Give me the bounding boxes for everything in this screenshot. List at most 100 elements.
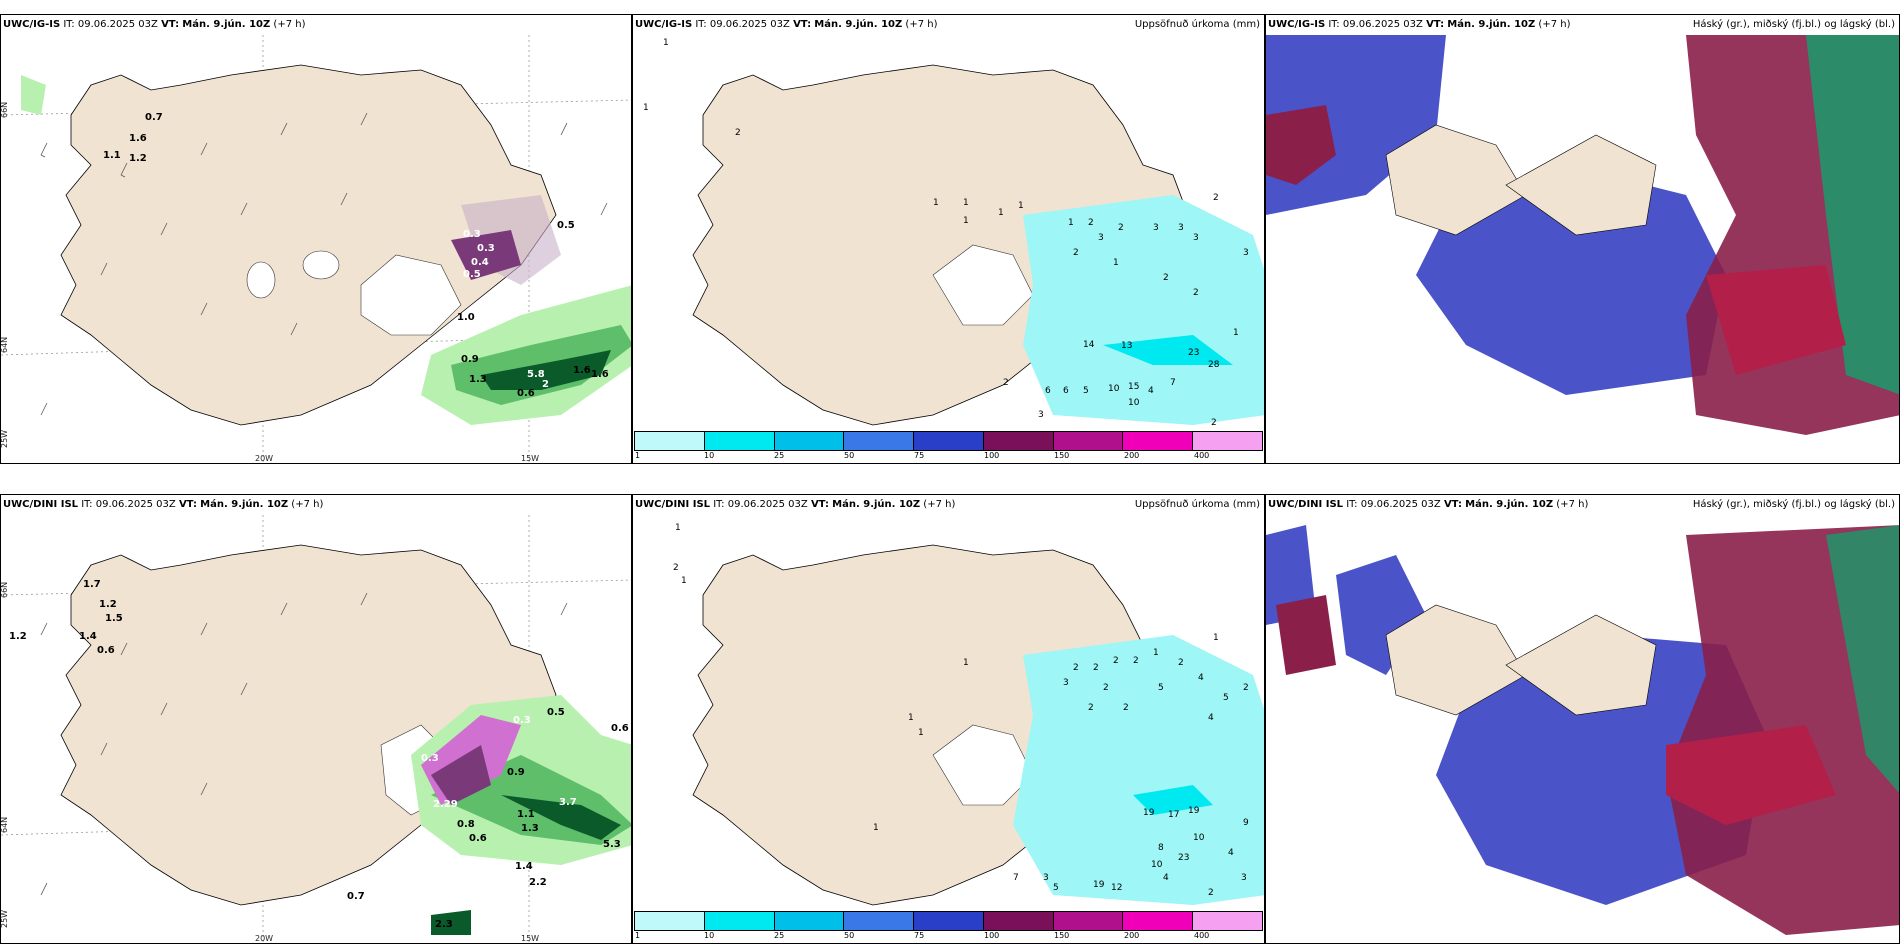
svg-text:25W: 25W	[1, 430, 9, 448]
svg-text:2: 2	[1103, 683, 1109, 693]
legend-swatch	[1123, 432, 1194, 450]
svg-text:19: 19	[1188, 806, 1200, 816]
wind-value: 0.3	[421, 753, 439, 764]
svg-text:1: 1	[1113, 258, 1119, 268]
cloud-map	[1266, 515, 1899, 943]
legend-tick: 50	[844, 451, 855, 460]
wind-value: 1.2	[129, 153, 147, 164]
svg-text:2: 2	[673, 563, 679, 573]
legend-swatch	[1053, 432, 1124, 450]
svg-text:10: 10	[1108, 384, 1120, 394]
svg-text:1: 1	[681, 576, 687, 586]
wind-value: 5.8	[527, 369, 545, 380]
wind-value: 1.3	[469, 374, 487, 385]
axis-labels: 20W 15W 66N 64N 25W	[1, 582, 539, 943]
panel-header: UWC/DINI ISL IT: 09.06.2025 03Z VT: Mán.…	[635, 499, 956, 510]
legend-tick: 200	[1124, 931, 1140, 940]
svg-text:2: 2	[1163, 273, 1169, 283]
panel-title: Háský (gr.), miðský (fj.bl.) og lágský (…	[1692, 19, 1895, 30]
legend-tick: 10	[704, 451, 715, 460]
wind-value: 0.5	[463, 269, 481, 280]
svg-text:23: 23	[1178, 853, 1189, 863]
accum-map: 1 2 1 1 1 1 1 2 2 2 2 2 1 3 2 5 4 5 2 2 …	[673, 523, 1264, 906]
legend-tick: 400	[1194, 931, 1210, 940]
svg-text:1: 1	[963, 658, 969, 668]
svg-text:2: 2	[1093, 663, 1099, 673]
svg-text:2: 2	[1073, 248, 1079, 258]
cloud-panel-row2: UWC/DINI ISL IT: 09.06.2025 03Z VT: Mán.…	[1265, 494, 1900, 944]
svg-text:4: 4	[1148, 386, 1154, 396]
wind-value: 1.6	[129, 133, 147, 144]
svg-text:2: 2	[1118, 223, 1124, 233]
svg-text:1: 1	[643, 103, 649, 113]
svg-text:15: 15	[1128, 382, 1139, 392]
legend-tick: 25	[774, 451, 785, 460]
legend-swatch	[774, 912, 845, 930]
svg-text:3: 3	[1178, 223, 1184, 233]
wind-value: 0.4	[471, 257, 489, 268]
wind-value-labels: 0.7 1.6 1.1 1.2 0.3 0.3 0.4 0.5 0.5 1.0 …	[103, 112, 609, 399]
svg-text:1: 1	[1233, 328, 1239, 338]
svg-text:64N: 64N	[1, 337, 9, 353]
legend-swatch	[1193, 432, 1263, 450]
wind-value: 2.29	[433, 799, 458, 810]
svg-text:12: 12	[1111, 883, 1122, 893]
legend-tick: 400	[1194, 451, 1210, 460]
wind-value: 1.2	[9, 631, 27, 642]
accum-precip-panel-row2: UWC/DINI ISL IT: 09.06.2025 03Z VT: Mán.…	[632, 494, 1265, 944]
svg-text:1: 1	[1153, 648, 1159, 658]
wind-value: 0.6	[517, 388, 535, 399]
legend-tick: 25	[774, 931, 785, 940]
wind-value: 1.6	[573, 365, 591, 376]
wind-value: 3.7	[559, 797, 577, 808]
svg-text:2: 2	[1208, 888, 1214, 898]
svg-text:19: 19	[1093, 880, 1105, 890]
svg-text:3: 3	[1063, 678, 1069, 688]
svg-text:10: 10	[1193, 833, 1205, 843]
svg-text:2: 2	[1133, 656, 1139, 666]
panel-title: Uppsöfnuð úrkoma (mm)	[1134, 19, 1260, 30]
svg-text:4: 4	[1228, 848, 1234, 858]
wind-map: 0.7 1.6 1.1 1.2 0.3 0.3 0.4 0.5 0.5 1.0 …	[1, 35, 631, 463]
wind-value: 0.8	[457, 819, 475, 830]
svg-text:4: 4	[1198, 673, 1204, 683]
svg-text:9: 9	[1243, 818, 1249, 828]
svg-text:2: 2	[1123, 703, 1129, 713]
wind-value: 1.3	[521, 823, 539, 834]
svg-text:17: 17	[1168, 810, 1179, 820]
precip-shading	[21, 75, 631, 425]
svg-text:3: 3	[1098, 233, 1104, 243]
legend-swatch	[844, 432, 915, 450]
svg-text:64N: 64N	[1, 817, 9, 833]
svg-text:7: 7	[1170, 378, 1176, 388]
wind-map: 1.7 1.2 1.5 1.4 0.6 1.2 0.3 0.3 0.5 0.6 …	[1, 515, 631, 943]
svg-text:20W: 20W	[255, 934, 273, 943]
svg-text:5: 5	[1083, 386, 1089, 396]
wind-value: 1.1	[103, 150, 121, 161]
wind-value: 0.6	[611, 723, 629, 734]
panel-header: UWC/IG-IS IT: 09.06.2025 03Z VT: Mán. 9.…	[3, 19, 306, 30]
svg-text:10: 10	[1151, 860, 1163, 870]
svg-text:3: 3	[1153, 223, 1159, 233]
cloud-panel-row1: UWC/IG-IS IT: 09.06.2025 03Z VT: Mán. 9.…	[1265, 14, 1900, 464]
legend-swatch	[774, 432, 845, 450]
legend-swatch	[635, 432, 705, 450]
svg-text:6: 6	[1063, 386, 1069, 396]
wind-value: 0.3	[513, 715, 531, 726]
svg-text:15W: 15W	[521, 934, 539, 943]
svg-text:14: 14	[1083, 340, 1095, 350]
panel-header: UWC/IG-IS IT: 09.06.2025 03Z VT: Mán. 9.…	[1268, 19, 1571, 30]
svg-text:1: 1	[908, 713, 914, 723]
svg-text:8: 8	[1158, 843, 1164, 853]
wind-value: 0.9	[507, 767, 525, 778]
wind-value: 2.3	[435, 919, 453, 930]
wind-value: 5.3	[603, 839, 621, 850]
legend-swatch	[914, 912, 984, 930]
wind-value: 1.6	[591, 369, 609, 380]
legend-swatch	[1193, 912, 1263, 930]
legend-swatch	[983, 432, 1054, 450]
legend-tick: 75	[914, 451, 925, 460]
svg-text:2: 2	[1088, 218, 1094, 228]
svg-text:1: 1	[663, 38, 669, 48]
wind-precip-panel-row1: UWC/IG-IS IT: 09.06.2025 03Z VT: Mán. 9.…	[0, 14, 632, 464]
